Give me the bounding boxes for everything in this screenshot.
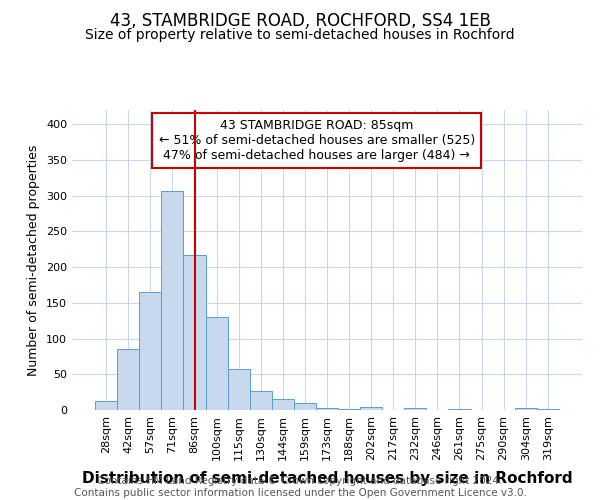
Bar xyxy=(360,407,382,410)
X-axis label: Distribution of semi-detached houses by size in Rochford: Distribution of semi-detached houses by … xyxy=(82,471,572,486)
Bar xyxy=(117,350,139,410)
Text: Size of property relative to semi-detached houses in Rochford: Size of property relative to semi-detach… xyxy=(85,28,515,42)
Bar xyxy=(227,368,250,410)
Text: 43 STAMBRIDGE ROAD: 85sqm
← 51% of semi-detached houses are smaller (525)
47% of: 43 STAMBRIDGE ROAD: 85sqm ← 51% of semi-… xyxy=(158,119,475,162)
Bar xyxy=(272,398,294,410)
Bar xyxy=(184,255,206,410)
Bar xyxy=(448,408,470,410)
Text: Contains HM Land Registry data © Crown copyright and database right 2024.
Contai: Contains HM Land Registry data © Crown c… xyxy=(74,476,526,498)
Bar xyxy=(161,190,184,410)
Bar xyxy=(139,292,161,410)
Bar xyxy=(250,390,272,410)
Bar xyxy=(294,403,316,410)
Bar xyxy=(515,408,537,410)
Bar xyxy=(338,408,360,410)
Bar xyxy=(404,408,427,410)
Bar xyxy=(537,408,559,410)
Text: 43, STAMBRIDGE ROAD, ROCHFORD, SS4 1EB: 43, STAMBRIDGE ROAD, ROCHFORD, SS4 1EB xyxy=(110,12,490,30)
Y-axis label: Number of semi-detached properties: Number of semi-detached properties xyxy=(28,144,40,376)
Bar xyxy=(206,317,227,410)
Bar xyxy=(95,402,117,410)
Bar xyxy=(316,408,338,410)
